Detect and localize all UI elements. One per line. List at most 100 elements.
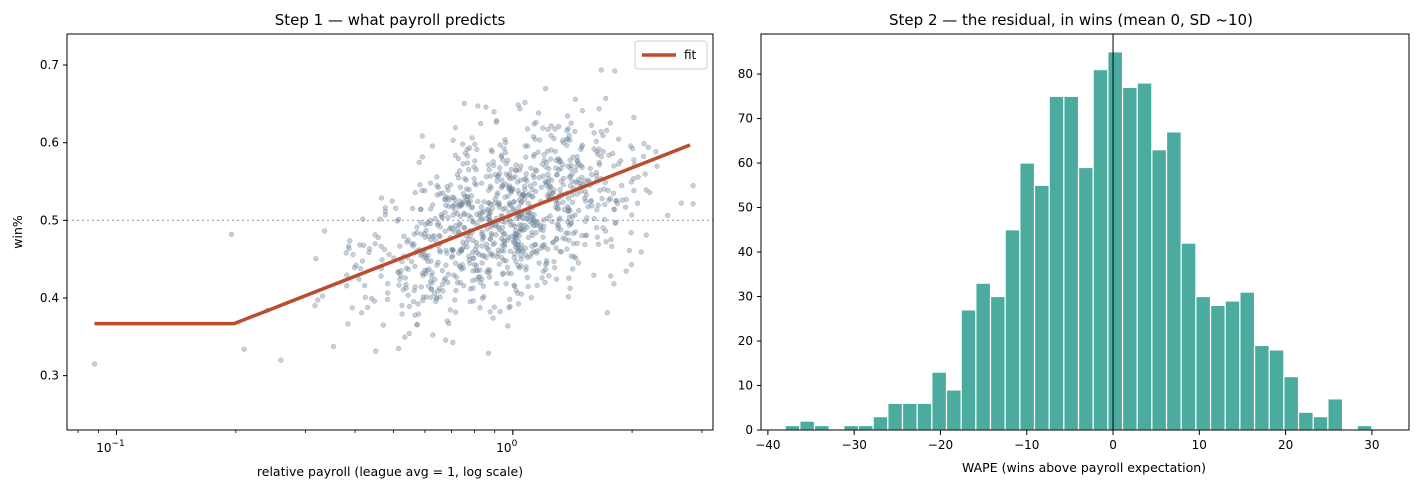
scatter-point xyxy=(358,310,365,316)
scatter-point xyxy=(565,195,572,201)
scatter-point xyxy=(315,297,321,303)
scatter-point xyxy=(553,165,559,171)
scatter-point xyxy=(512,251,518,257)
scatter-point xyxy=(499,254,505,261)
scatter-point xyxy=(377,216,383,222)
panel2-x-label: WAPE (wins above payroll expectation) xyxy=(962,460,1206,475)
scatter-point xyxy=(534,282,540,289)
scatter-point xyxy=(622,204,629,210)
scatter-point xyxy=(464,193,470,200)
scatter-point xyxy=(540,234,546,240)
scatter-point xyxy=(520,227,526,233)
scatter-point xyxy=(416,311,422,317)
scatter-point xyxy=(602,201,608,208)
x-tick-exponent: −1 xyxy=(112,439,125,449)
scatter-point xyxy=(345,321,351,327)
scatter-point xyxy=(414,229,420,236)
scatter-point xyxy=(361,282,368,289)
scatter-point xyxy=(514,179,521,185)
scatter-point xyxy=(460,239,466,245)
scatter-point xyxy=(529,229,535,235)
scatter-point xyxy=(575,260,582,266)
scatter-point xyxy=(505,193,511,199)
scatter-point xyxy=(524,143,531,149)
scatter-point xyxy=(566,174,572,180)
scatter-point xyxy=(574,163,580,169)
scatter-point xyxy=(614,200,621,207)
scatter-point xyxy=(423,227,429,234)
scatter-point xyxy=(357,242,363,248)
scatter-point xyxy=(642,171,648,177)
scatter-point xyxy=(460,161,466,167)
scatter-point xyxy=(507,200,513,206)
scatter-point xyxy=(587,198,594,205)
scatter-point xyxy=(397,243,403,249)
histogram-bar xyxy=(975,282,992,431)
scatter-point xyxy=(640,153,647,160)
scatter-point xyxy=(534,248,540,254)
scatter-point xyxy=(541,152,547,158)
scatter-point xyxy=(477,267,483,273)
scatter-point xyxy=(486,167,492,173)
scatter-point xyxy=(461,225,468,231)
scatter-point xyxy=(428,273,435,279)
scatter-point xyxy=(444,250,450,256)
scatter-point xyxy=(530,133,537,140)
scatter-point xyxy=(613,198,619,204)
scatter-point xyxy=(507,185,513,192)
scatter-point xyxy=(541,223,547,229)
scatter-point xyxy=(416,159,422,165)
scatter-point xyxy=(402,275,408,281)
scatter-point xyxy=(505,234,512,241)
y-tick-label: 0.6 xyxy=(40,136,59,150)
scatter-point xyxy=(487,251,493,257)
scatter-point xyxy=(477,305,483,311)
scatter-point xyxy=(479,260,485,266)
scatter-point xyxy=(629,212,635,218)
scatter-point xyxy=(495,190,501,196)
scatter-point xyxy=(456,175,462,181)
scatter-point xyxy=(487,173,494,179)
scatter-point xyxy=(555,206,562,212)
histogram-bar xyxy=(1077,166,1094,431)
scatter-point xyxy=(464,160,471,166)
scatter-point xyxy=(600,148,606,155)
scatter-point xyxy=(524,274,531,281)
scatter-point xyxy=(557,215,563,221)
scatter-point xyxy=(540,125,546,131)
scatter-point xyxy=(506,171,513,177)
scatter-point xyxy=(430,332,436,338)
scatter-point xyxy=(350,251,356,258)
scatter-point xyxy=(403,281,409,288)
scatter-point xyxy=(574,240,580,246)
scatter-point xyxy=(638,249,644,255)
scatter-point xyxy=(417,252,424,259)
scatter-point xyxy=(517,106,523,112)
scatter-point xyxy=(440,288,446,294)
scatter-point xyxy=(574,158,581,164)
scatter-point xyxy=(442,228,448,234)
panel1-y-ticks: 0.3 0.4 0.5 0.6 0.7 xyxy=(40,58,67,383)
scatter-point xyxy=(408,259,415,265)
scatter-point xyxy=(412,189,418,196)
scatter-point xyxy=(444,318,450,324)
histogram-bar xyxy=(931,371,948,431)
scatter-point xyxy=(449,247,456,253)
y-tick-label: 10 xyxy=(738,379,753,393)
scatter-point xyxy=(443,247,449,254)
scatter-point xyxy=(536,175,542,181)
x-tick-label: −30 xyxy=(842,438,867,452)
scatter-point xyxy=(228,231,235,237)
scatter-point xyxy=(528,294,534,301)
scatter-point xyxy=(548,156,554,162)
scatter-point xyxy=(382,205,388,211)
scatter-point xyxy=(507,175,513,182)
histogram-bar xyxy=(1121,86,1138,431)
scatter-point xyxy=(523,178,530,184)
scatter-point xyxy=(519,222,525,228)
x-tick-label: 30 xyxy=(1364,438,1379,452)
scatter-point xyxy=(596,159,602,166)
histogram-bar xyxy=(784,424,801,431)
y-tick-label: 20 xyxy=(738,334,753,348)
scatter-point xyxy=(428,286,435,293)
